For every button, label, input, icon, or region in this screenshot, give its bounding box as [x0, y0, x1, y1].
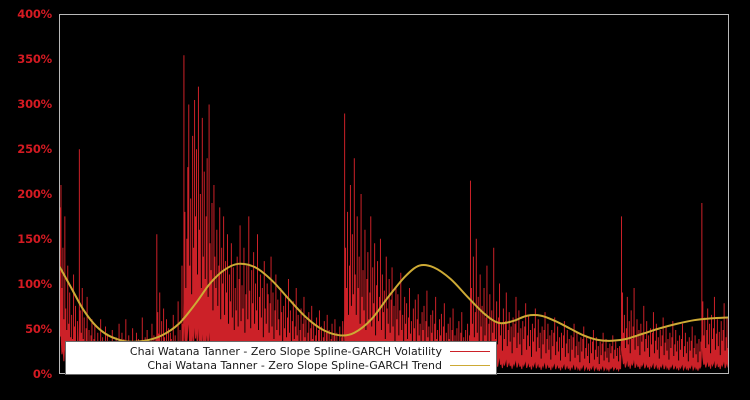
- y-axis-tick-label: 100%: [17, 277, 52, 291]
- y-axis-tick-label: 250%: [17, 142, 52, 156]
- legend-item-volatility: Chai Watana Tanner - Zero Slope Spline-G…: [72, 344, 490, 358]
- legend-swatch-trend: [450, 364, 490, 366]
- y-axis-tick-label: 200%: [17, 187, 52, 201]
- trend-series: [60, 262, 728, 343]
- chart-canvas: [60, 55, 728, 373]
- legend-label-volatility: Chai Watana Tanner - Zero Slope Spline-G…: [129, 344, 442, 358]
- chart-legend: Chai Watana Tanner - Zero Slope Spline-G…: [65, 341, 497, 375]
- y-axis-tick-label: 50%: [25, 322, 52, 336]
- plot-area: [59, 14, 729, 374]
- legend-swatch-volatility: [450, 350, 490, 352]
- y-axis: 400% 350% 300% 250% 200% 150% 100% 50% 0%: [0, 0, 59, 400]
- volatility-series: [60, 55, 728, 373]
- y-axis-tick-label: 0%: [32, 367, 52, 381]
- y-axis-tick-label: 400%: [17, 7, 52, 21]
- legend-item-trend: Chai Watana Tanner - Zero Slope Spline-G…: [72, 358, 490, 372]
- legend-label-trend: Chai Watana Tanner - Zero Slope Spline-G…: [147, 358, 442, 372]
- y-axis-tick-label: 300%: [17, 97, 52, 111]
- y-axis-tick-label: 150%: [17, 232, 52, 246]
- y-axis-tick-label: 350%: [17, 52, 52, 66]
